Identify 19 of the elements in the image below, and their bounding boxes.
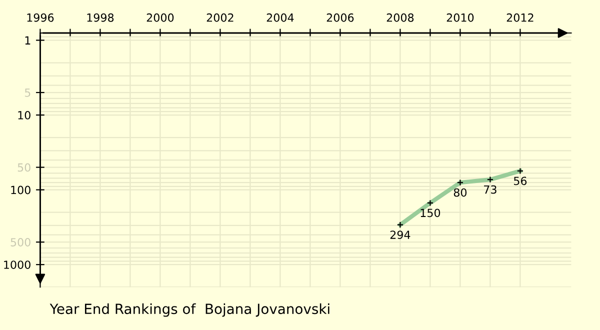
x-tick-label: 2010 [446,13,474,22]
x-tick-label: 1998 [87,13,114,22]
data-label: 150 [420,208,440,218]
x-tick-label: 2002 [206,13,234,22]
x-tick-label: 2008 [386,13,414,22]
x-tick-label: 2004 [266,13,294,22]
y-tick-label: 1 [25,36,30,44]
y-tick-label: 1000 [4,260,30,269]
y-tick-label: 10 [18,111,30,120]
data-label: 56 [514,176,527,186]
data-label: 73 [484,185,496,194]
data-label: 294 [390,230,410,239]
x-tick-label: 1996 [27,13,54,22]
x-tick-label: 2000 [146,13,174,22]
y-tick-label: 100 [11,186,30,194]
x-tick-label: 2012 [506,13,534,22]
x-tick-label: 2006 [326,13,354,22]
data-label: 80 [454,188,467,197]
text: Year End Rankings of Bojana Jovanovski [50,303,330,317]
